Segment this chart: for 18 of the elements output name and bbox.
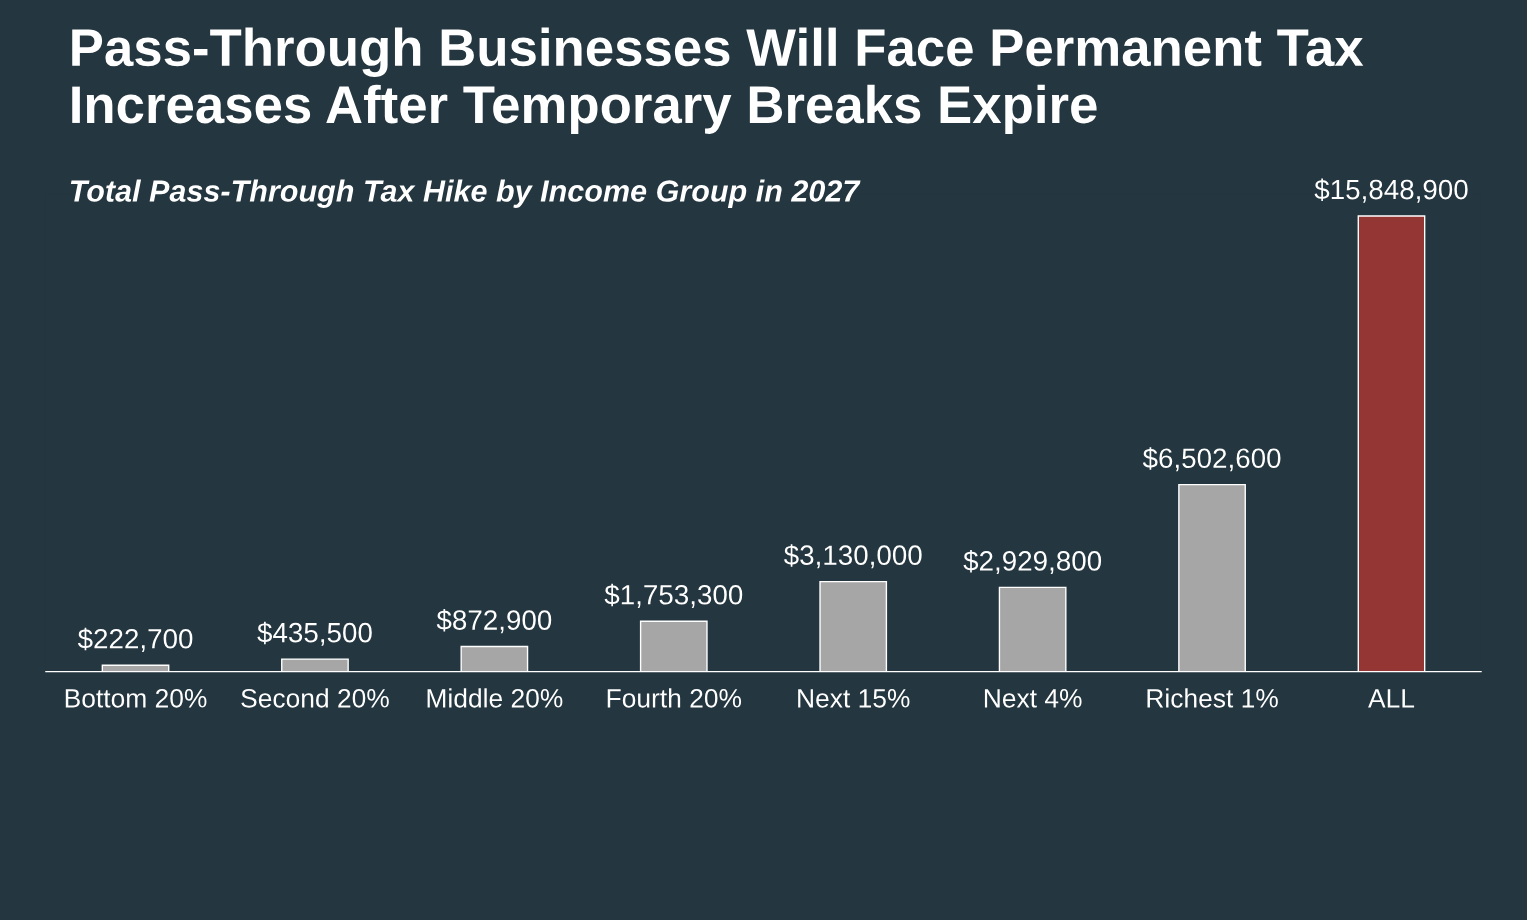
data-label: $872,900 <box>436 609 552 634</box>
x-tick-label: ALL <box>1368 689 1415 708</box>
x-tick-label: Richest 1% <box>1147 688 1278 708</box>
x-tick-label: Bottom 20% <box>65 688 207 708</box>
x-tick-label: Next 15% <box>798 689 910 708</box>
data-label: $435,500 <box>257 621 372 646</box>
data-label: $15,848,900 <box>1314 178 1468 203</box>
data-label: $222,700 <box>77 627 193 652</box>
x-tick-label: Next 4% <box>984 689 1082 708</box>
data-label: $3,130,000 <box>784 544 922 569</box>
data-label: $2,929,800 <box>963 549 1102 575</box>
x-tick-label: Second 20% <box>241 688 389 708</box>
x-tick-label: Middle 20% <box>427 688 563 708</box>
data-label: $6,502,600 <box>1142 447 1281 472</box>
chart-subtitle: Total Pass-Through Tax Hike by Income Group in 2027 <box>70 179 861 208</box>
data-label: $1,753,300 <box>604 583 743 608</box>
chart-title: Pass-Through Businesses Will Face Permanent Tax Increases After Temporary Breaks Expire <box>72 27 1364 134</box>
x-tick-label: Fourth 20% <box>607 688 742 708</box>
